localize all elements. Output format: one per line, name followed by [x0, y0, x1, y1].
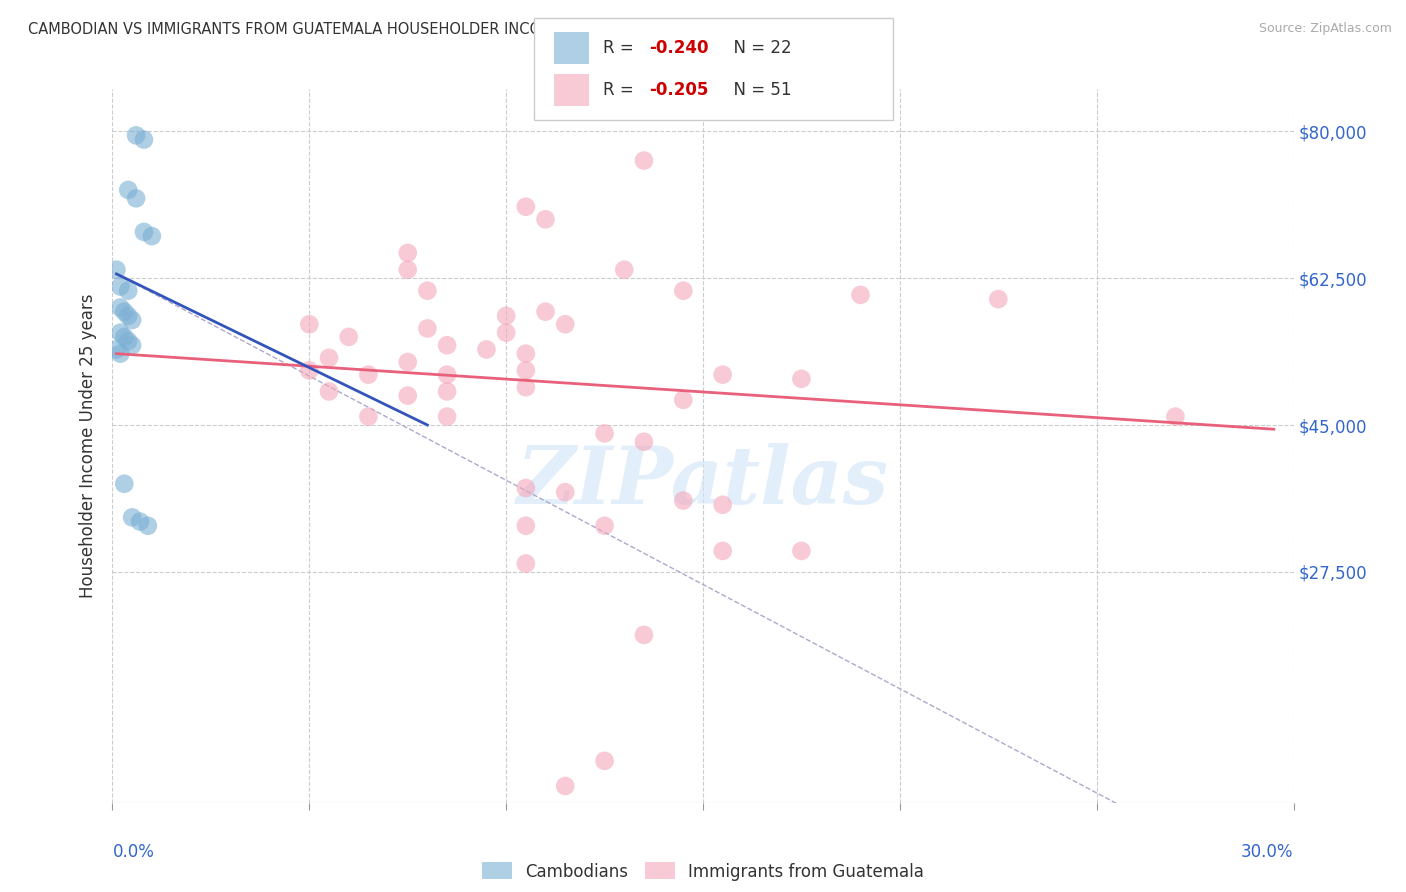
- Point: [593, 426, 616, 441]
- Point: [105, 343, 128, 357]
- Point: [515, 346, 537, 360]
- Point: [357, 368, 380, 382]
- Text: 0.0%: 0.0%: [112, 843, 155, 861]
- Point: [112, 476, 135, 491]
- Legend: Cambodians, Immigrants from Guatemala: Cambodians, Immigrants from Guatemala: [475, 855, 931, 888]
- Point: [117, 284, 139, 298]
- Point: [554, 779, 576, 793]
- Point: [121, 338, 143, 352]
- Point: [495, 309, 517, 323]
- Point: [790, 544, 813, 558]
- Point: [436, 409, 458, 424]
- Point: [1164, 409, 1187, 424]
- Point: [633, 628, 655, 642]
- Text: N = 51: N = 51: [723, 81, 792, 99]
- Point: [711, 498, 734, 512]
- Point: [436, 384, 458, 399]
- Y-axis label: Householder Income Under 25 years: Householder Income Under 25 years: [79, 293, 97, 599]
- Point: [515, 481, 537, 495]
- Point: [396, 246, 419, 260]
- Point: [987, 292, 1010, 306]
- Point: [515, 363, 537, 377]
- Text: R =: R =: [603, 39, 640, 57]
- Text: N = 22: N = 22: [723, 39, 792, 57]
- Point: [711, 544, 734, 558]
- Point: [790, 372, 813, 386]
- Point: [396, 262, 419, 277]
- Point: [672, 493, 695, 508]
- Point: [515, 557, 537, 571]
- Point: [121, 313, 143, 327]
- Point: [475, 343, 498, 357]
- Point: [117, 309, 139, 323]
- Point: [416, 321, 439, 335]
- Point: [110, 326, 132, 340]
- Point: [141, 229, 163, 244]
- Point: [672, 284, 695, 298]
- Point: [396, 355, 419, 369]
- Point: [105, 262, 128, 277]
- Point: [554, 485, 576, 500]
- Text: Source: ZipAtlas.com: Source: ZipAtlas.com: [1258, 22, 1392, 36]
- Point: [515, 200, 537, 214]
- Point: [357, 409, 380, 424]
- Text: CAMBODIAN VS IMMIGRANTS FROM GUATEMALA HOUSEHOLDER INCOME UNDER 25 YEARS CORRELA: CAMBODIAN VS IMMIGRANTS FROM GUATEMALA H…: [28, 22, 858, 37]
- Text: ZIPatlas: ZIPatlas: [517, 443, 889, 520]
- Point: [112, 304, 135, 318]
- Point: [110, 346, 132, 360]
- Point: [136, 518, 159, 533]
- Text: -0.240: -0.240: [650, 39, 709, 57]
- Point: [117, 334, 139, 348]
- Point: [554, 318, 576, 332]
- Text: -0.205: -0.205: [650, 81, 709, 99]
- Point: [125, 191, 148, 205]
- Text: 30.0%: 30.0%: [1241, 843, 1294, 861]
- Point: [132, 132, 155, 146]
- Point: [534, 212, 557, 227]
- Point: [121, 510, 143, 524]
- Point: [672, 392, 695, 407]
- Point: [396, 389, 419, 403]
- Point: [337, 330, 360, 344]
- Point: [125, 128, 148, 143]
- Point: [633, 153, 655, 168]
- Point: [593, 754, 616, 768]
- Point: [849, 288, 872, 302]
- Point: [436, 338, 458, 352]
- Point: [112, 330, 135, 344]
- Point: [132, 225, 155, 239]
- Point: [436, 368, 458, 382]
- Point: [711, 368, 734, 382]
- Point: [593, 518, 616, 533]
- Point: [318, 384, 340, 399]
- Point: [613, 262, 636, 277]
- Text: R =: R =: [603, 81, 640, 99]
- Point: [515, 380, 537, 394]
- Point: [117, 183, 139, 197]
- Point: [318, 351, 340, 365]
- Point: [633, 434, 655, 449]
- Point: [534, 304, 557, 318]
- Point: [110, 279, 132, 293]
- Point: [110, 301, 132, 315]
- Point: [298, 363, 321, 377]
- Point: [495, 326, 517, 340]
- Point: [416, 284, 439, 298]
- Point: [298, 318, 321, 332]
- Point: [129, 515, 152, 529]
- Point: [515, 518, 537, 533]
